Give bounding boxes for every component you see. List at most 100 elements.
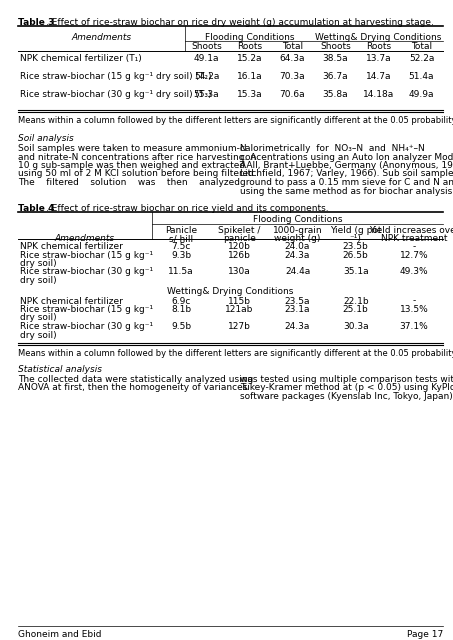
Text: Amendments: Amendments bbox=[55, 234, 115, 243]
Text: 121ab: 121ab bbox=[225, 305, 254, 314]
Text: 15.2a: 15.2a bbox=[237, 54, 262, 63]
Text: 49.3%: 49.3% bbox=[400, 268, 428, 276]
Text: 9.3b: 9.3b bbox=[171, 250, 191, 259]
Text: using 50 ml of 2 M KCl solution before being filtered.: using 50 ml of 2 M KCl solution before b… bbox=[18, 170, 257, 179]
Text: Rice straw-biochar (15 g kg⁻¹ dry soil) (T₂): Rice straw-biochar (15 g kg⁻¹ dry soil) … bbox=[20, 72, 212, 81]
Text: 49.9a: 49.9a bbox=[409, 90, 434, 99]
Text: 126b: 126b bbox=[228, 250, 251, 259]
Text: Flooding Conditions: Flooding Conditions bbox=[253, 215, 342, 224]
Text: Panicle: Panicle bbox=[165, 226, 197, 235]
Text: Table 4: Table 4 bbox=[18, 204, 54, 213]
Text: 51.4a: 51.4a bbox=[409, 72, 434, 81]
Text: Rice straw-biochar (30 g kg⁻¹: Rice straw-biochar (30 g kg⁻¹ bbox=[20, 268, 153, 276]
Text: 11.5a: 11.5a bbox=[168, 268, 194, 276]
Text: and nitrate-N concentrations after rice harvesting. A: and nitrate-N concentrations after rice … bbox=[18, 152, 256, 161]
Text: Shoots: Shoots bbox=[320, 42, 351, 51]
Text: ⁻¹): ⁻¹) bbox=[350, 234, 361, 243]
Text: 49.1a: 49.1a bbox=[194, 54, 219, 63]
Text: Shoots: Shoots bbox=[191, 42, 222, 51]
Text: 130a: 130a bbox=[228, 268, 251, 276]
Text: 52.2a: 52.2a bbox=[409, 54, 434, 63]
Text: Tukey-Kramer method at (p < 0.05) using KyPlot: Tukey-Kramer method at (p < 0.05) using … bbox=[240, 383, 453, 392]
Text: calorimetrically  for  NO₃–N  and  NH₄⁺–N: calorimetrically for NO₃–N and NH₄⁺–N bbox=[240, 144, 425, 153]
Text: s/ hill: s/ hill bbox=[169, 234, 193, 243]
Text: ground to pass a 0.15 mm sieve for C and N analysis: ground to pass a 0.15 mm sieve for C and… bbox=[240, 178, 453, 187]
Text: Total: Total bbox=[282, 42, 303, 51]
Text: panicle: panicle bbox=[223, 234, 256, 243]
Text: dry soil): dry soil) bbox=[20, 314, 57, 323]
Text: The collected data were statistically analyzed using: The collected data were statistically an… bbox=[18, 375, 253, 384]
Text: 35.8a: 35.8a bbox=[323, 90, 348, 99]
Text: 23.5b: 23.5b bbox=[343, 242, 369, 251]
Text: Wetting& Drying Conditions: Wetting& Drying Conditions bbox=[167, 287, 294, 296]
Text: The    filtered    solution    was    then    analyzed: The filtered solution was then analyzed bbox=[18, 178, 240, 187]
Text: Wetting& Drying Conditions: Wetting& Drying Conditions bbox=[315, 33, 442, 42]
Text: NPK chemical fertilizer: NPK chemical fertilizer bbox=[20, 296, 123, 305]
Text: 10 g sub-sample was then weighed and extracted: 10 g sub-sample was then weighed and ext… bbox=[18, 161, 245, 170]
Text: Amendments: Amendments bbox=[72, 33, 131, 42]
Text: 55.3a: 55.3a bbox=[194, 90, 219, 99]
Text: concentrations using an Auto Ion analyzer Model: concentrations using an Auto Ion analyze… bbox=[240, 152, 453, 161]
Text: 35.1a: 35.1a bbox=[343, 268, 368, 276]
Text: 70.3a: 70.3a bbox=[280, 72, 305, 81]
Text: 64.3a: 64.3a bbox=[280, 54, 305, 63]
Text: Flooding Conditions: Flooding Conditions bbox=[205, 33, 294, 42]
Text: weight (g): weight (g) bbox=[275, 234, 321, 243]
Text: dry soil): dry soil) bbox=[20, 330, 57, 339]
Text: 16.1a: 16.1a bbox=[236, 72, 262, 81]
Text: 8.1b: 8.1b bbox=[171, 305, 191, 314]
Text: Rice straw-biochar (15 g kg⁻¹: Rice straw-biochar (15 g kg⁻¹ bbox=[20, 250, 153, 259]
Text: 30.3a: 30.3a bbox=[343, 322, 368, 331]
Text: 14.18a: 14.18a bbox=[363, 90, 394, 99]
Text: NPK chemical fertilizer: NPK chemical fertilizer bbox=[20, 242, 123, 251]
Text: -: - bbox=[412, 296, 415, 305]
Text: 13.7a: 13.7a bbox=[366, 54, 391, 63]
Text: 36.7a: 36.7a bbox=[323, 72, 348, 81]
Text: Total: Total bbox=[411, 42, 432, 51]
Text: 23.1a: 23.1a bbox=[285, 305, 310, 314]
Text: 9.5b: 9.5b bbox=[171, 322, 191, 331]
Text: Page 17: Page 17 bbox=[407, 630, 443, 639]
Text: 13.5%: 13.5% bbox=[400, 305, 428, 314]
Text: Rice straw-biochar (15 g kg⁻¹: Rice straw-biochar (15 g kg⁻¹ bbox=[20, 305, 153, 314]
Text: . Effect of rice-straw biochar on rice yield and its components.: . Effect of rice-straw biochar on rice y… bbox=[46, 204, 328, 213]
Text: 25.1b: 25.1b bbox=[343, 305, 369, 314]
Text: was tested using multiple comparison tests with: was tested using multiple comparison tes… bbox=[240, 375, 453, 384]
Text: Soil samples were taken to measure ammonium-N: Soil samples were taken to measure ammon… bbox=[18, 144, 246, 153]
Text: 37.1%: 37.1% bbox=[400, 322, 428, 331]
Text: software packages (Kyenslab Inc, Tokyo, Japan).: software packages (Kyenslab Inc, Tokyo, … bbox=[240, 392, 453, 401]
Text: Spikelet /: Spikelet / bbox=[218, 226, 260, 235]
Text: Table 3: Table 3 bbox=[18, 18, 54, 27]
Text: 1000-grain: 1000-grain bbox=[273, 226, 323, 235]
Text: 120b: 120b bbox=[228, 242, 251, 251]
Text: 127b: 127b bbox=[228, 322, 251, 331]
Text: NPK chemical fertilizer (T₁): NPK chemical fertilizer (T₁) bbox=[20, 54, 142, 63]
Text: 24.0a: 24.0a bbox=[285, 242, 310, 251]
Text: Statistical analysis: Statistical analysis bbox=[18, 365, 102, 374]
Text: Rice straw-biochar (30 g kg⁻¹: Rice straw-biochar (30 g kg⁻¹ bbox=[20, 322, 153, 331]
Text: . Effect of rice-straw biochar on rice dry weight (g) accumulation at harvesting: . Effect of rice-straw biochar on rice d… bbox=[46, 18, 434, 27]
Text: Means within a column followed by the different letters are significantly differ: Means within a column followed by the di… bbox=[18, 349, 453, 358]
Text: -: - bbox=[412, 242, 415, 251]
Text: dry soil): dry soil) bbox=[20, 276, 57, 285]
Text: using the same method as for biochar analysis.: using the same method as for biochar ana… bbox=[240, 186, 453, 195]
Text: Rice straw-biochar (30 g kg⁻¹ dry soil) (T₃): Rice straw-biochar (30 g kg⁻¹ dry soil) … bbox=[20, 90, 212, 99]
Text: Soil analysis: Soil analysis bbox=[18, 134, 74, 143]
Text: Yield (g pot: Yield (g pot bbox=[330, 226, 381, 235]
Text: ANOVA at first, then the homogeneity of variances: ANOVA at first, then the homogeneity of … bbox=[18, 383, 247, 392]
Text: 15.3a: 15.3a bbox=[236, 90, 262, 99]
Text: 23.5a: 23.5a bbox=[285, 296, 310, 305]
Text: NPK treatment: NPK treatment bbox=[381, 234, 447, 243]
Text: Ghoneim and Ebid: Ghoneim and Ebid bbox=[18, 630, 101, 639]
Text: 24.4a: 24.4a bbox=[285, 268, 310, 276]
Text: 6.9c: 6.9c bbox=[171, 296, 191, 305]
Text: 115b: 115b bbox=[228, 296, 251, 305]
Text: 54.2a: 54.2a bbox=[194, 72, 219, 81]
Text: 70.6a: 70.6a bbox=[280, 90, 305, 99]
Text: 26.5b: 26.5b bbox=[343, 250, 369, 259]
Text: Roots: Roots bbox=[366, 42, 391, 51]
Text: 24.3a: 24.3a bbox=[285, 322, 310, 331]
Text: 14.7a: 14.7a bbox=[366, 72, 391, 81]
Text: Litchfield, 1967; Varley, 1966). Sub soil sample was: Litchfield, 1967; Varley, 1966). Sub soi… bbox=[240, 170, 453, 179]
Text: Roots: Roots bbox=[237, 42, 262, 51]
